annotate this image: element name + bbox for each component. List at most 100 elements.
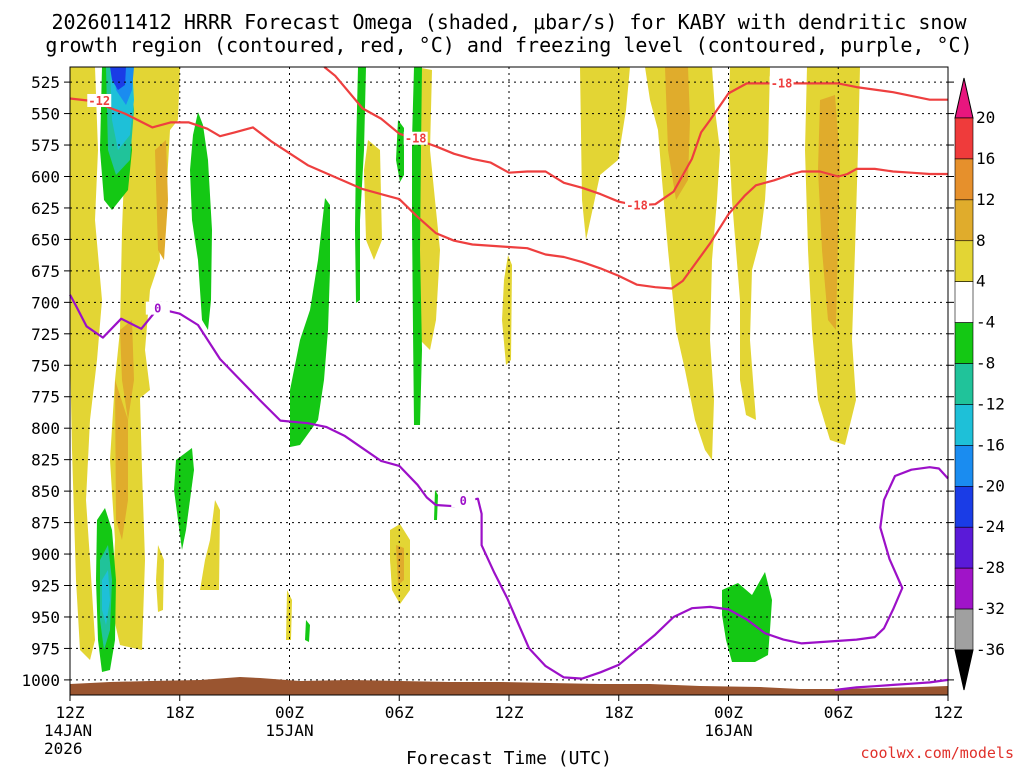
y-tick-label: 825 <box>31 451 60 470</box>
contour-label-bg <box>451 494 476 508</box>
omega-positive-region <box>728 67 770 420</box>
contour-line <box>69 97 948 290</box>
omega-positive-core <box>665 67 690 200</box>
x-date-label: 14JAN <box>44 721 92 740</box>
colorbar-label: 20 <box>976 108 995 127</box>
y-tick-label: 800 <box>31 419 60 438</box>
colorbar-band <box>954 486 974 528</box>
colorbar-label: -8 <box>976 354 995 373</box>
colorbar-band <box>954 158 974 201</box>
colorbar-band <box>954 240 974 282</box>
contour-label: -18 <box>405 132 427 146</box>
y-tick-label: 725 <box>31 325 60 344</box>
x-tick-label: 00Z <box>714 703 743 722</box>
contour-label-bg <box>769 76 794 90</box>
colorbar-label: -20 <box>976 476 1005 495</box>
contour-label: -18 <box>771 76 793 90</box>
terrain-surface <box>70 677 948 695</box>
colorbar-label: 12 <box>976 190 995 209</box>
omega-positive-region <box>645 67 720 460</box>
omega-negative-core <box>102 570 110 625</box>
omega-positive-region <box>156 545 164 612</box>
omega-negative-core <box>110 67 126 90</box>
omega-shading <box>70 67 860 672</box>
gridlines <box>70 67 948 695</box>
colorbar-band <box>954 445 974 487</box>
x-tick-label: 12Z <box>495 703 524 722</box>
contour-label-bg <box>403 131 428 145</box>
x-tick-label: 06Z <box>824 703 853 722</box>
contour-label-bg <box>145 301 170 315</box>
colorbar-band <box>954 404 974 446</box>
omega-positive-core <box>155 140 168 260</box>
contour-label: -18 <box>626 198 648 212</box>
colorbar-label: -16 <box>976 435 1005 454</box>
contours: -12 -18 -18 -18 0 0 <box>69 66 949 692</box>
x-date-label: 16JAN <box>704 721 752 740</box>
omega-positive-region <box>580 67 630 240</box>
x-tick-label: 00Z <box>275 703 304 722</box>
omega-negative-region <box>355 67 366 303</box>
y-tick-label: 550 <box>31 105 60 124</box>
colorbar-label: -36 <box>976 640 1005 659</box>
omega-positive-region <box>70 67 102 660</box>
credit-text: coolwx.com/models <box>860 744 1014 762</box>
contour-label-bg <box>87 93 112 107</box>
colorbar-band <box>954 567 974 610</box>
colorbar-label: 4 <box>976 272 986 291</box>
x-tick-label: 12Z <box>56 703 85 722</box>
contour-line <box>69 294 949 680</box>
colorbar-label: 8 <box>976 231 986 250</box>
omega-negative-region <box>290 198 330 447</box>
y-tick-label: 625 <box>31 199 60 218</box>
colorbar-label: -28 <box>976 558 1005 577</box>
contour-label: -12 <box>88 94 110 108</box>
omega-negative-region <box>305 620 310 642</box>
colorbar-bottom-arrow <box>954 649 974 691</box>
omega-negative-region <box>722 572 772 662</box>
y-tick-label: 925 <box>31 577 60 596</box>
contour-line <box>834 678 949 692</box>
chart-title-line2: growth region (contoured, red, °C) and f… <box>45 33 972 57</box>
y-tick-label: 900 <box>31 545 60 564</box>
colorbar-label: 16 <box>976 149 995 168</box>
omega-negative-region <box>190 112 212 330</box>
omega-negative-region <box>412 67 422 425</box>
omega-positive-core <box>396 545 404 585</box>
x-tick-label: 18Z <box>604 703 633 722</box>
y-tick-label: 750 <box>31 356 60 375</box>
y-axis: 525 550 575 600 625 650 675 700 725 750 775 800 825 8… <box>21 73 954 690</box>
colorbar-band <box>954 281 974 323</box>
x-tick-label: 06Z <box>385 703 414 722</box>
colorbar-label: -24 <box>976 517 1005 536</box>
colorbar-band <box>954 117 974 160</box>
contour-label: 0 <box>154 302 161 316</box>
y-tick-label: 850 <box>31 482 60 501</box>
y-tick-label: 675 <box>31 262 60 281</box>
x-year-label: 2026 <box>44 739 83 758</box>
x-tick-label: 18Z <box>165 703 194 722</box>
colorbar-label: -4 <box>976 313 995 332</box>
y-tick-label: 525 <box>31 73 60 92</box>
contour-label-bg <box>625 198 650 212</box>
y-tick-label: 775 <box>31 388 60 407</box>
y-tick-label: 975 <box>31 639 60 658</box>
plot-area: -12 -18 -18 -18 0 0 <box>69 66 949 696</box>
colorbar-legend: 20 16 12 8 4 -4 -8 -12 -16 -20 -24 -28 -32 -36 <box>954 77 1005 691</box>
y-tick-label: 700 <box>31 293 60 312</box>
colorbar-band <box>954 363 974 405</box>
y-tick-label: 875 <box>31 514 60 533</box>
y-tick-label: 650 <box>31 230 60 249</box>
contour-label: 0 <box>460 494 467 508</box>
omega-positive-core <box>120 320 134 420</box>
y-tick-label: 575 <box>31 136 60 155</box>
colorbar-label: -32 <box>976 599 1005 618</box>
omega-positive-region <box>364 140 382 260</box>
y-tick-label: 950 <box>31 608 60 627</box>
colorbar-band <box>954 608 974 651</box>
colorbar-label: -12 <box>976 394 1005 413</box>
colorbar-top-arrow <box>954 77 974 119</box>
omega-positive-core <box>115 380 128 540</box>
